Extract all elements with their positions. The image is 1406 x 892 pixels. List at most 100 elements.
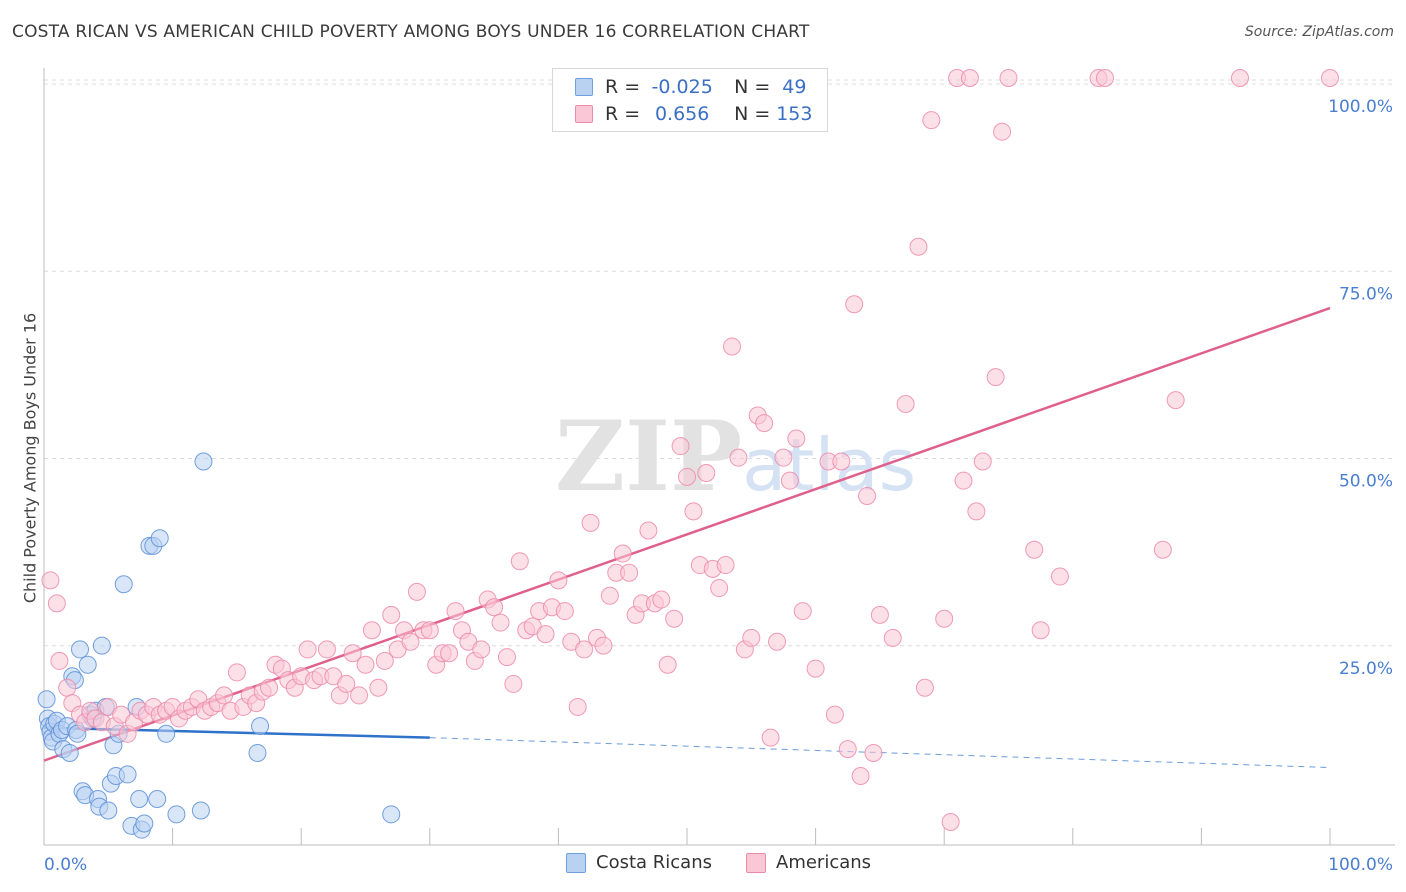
point-americans [870, 605, 889, 624]
legend-n-value: 153 [776, 103, 813, 125]
point-costa-ricans [114, 575, 133, 594]
point-americans [440, 644, 459, 663]
point-americans [510, 552, 529, 571]
point-americans [665, 609, 684, 628]
point-americans [600, 586, 619, 605]
point-americans [581, 513, 600, 532]
point-americans [806, 659, 825, 678]
correlation-legend: R = -0.025 N = 49 R = 0.656 N = 153 [552, 68, 828, 132]
point-americans [832, 452, 851, 471]
point-costa-ricans [71, 640, 90, 659]
point-americans [761, 728, 780, 747]
point-americans [909, 237, 928, 256]
point-costa-ricans [99, 801, 118, 820]
point-americans [999, 69, 1018, 87]
point-americans [350, 686, 369, 705]
point-americans [787, 429, 806, 448]
point-americans [793, 602, 812, 621]
point-americans [780, 471, 799, 490]
point-americans [710, 579, 729, 598]
point-americans [356, 655, 375, 674]
legend-r-label: R = [605, 76, 641, 98]
point-americans [420, 621, 439, 640]
point-costa-ricans [135, 814, 154, 833]
legend-item-americans: Americans [746, 852, 871, 873]
point-americans [568, 697, 587, 716]
point-americans [678, 467, 696, 486]
point-americans [472, 640, 491, 659]
point-costa-ricans [167, 805, 186, 824]
point-costa-ricans [382, 805, 401, 824]
legend-swatch-americans [575, 105, 593, 123]
point-americans [922, 111, 941, 130]
point-americans [723, 337, 742, 356]
point-costa-ricans [191, 801, 210, 820]
legend-row-americans: R = 0.656 N = 153 [553, 101, 818, 127]
point-costa-ricans [130, 789, 149, 808]
legend-n-label: N = [734, 103, 771, 125]
point-americans [41, 571, 60, 590]
point-americans [838, 740, 857, 759]
point-americans [768, 632, 787, 651]
legend-label-americans: Americans [776, 852, 872, 873]
point-americans [362, 621, 381, 640]
point-americans [401, 632, 420, 651]
point-costa-ricans [148, 789, 167, 808]
point-americans [883, 628, 902, 647]
trend-line-costa-ricans-extension [429, 737, 1331, 769]
legend-r-value: -0.025 [651, 76, 713, 98]
y-tick-label: 50.0% [1339, 472, 1393, 492]
legend-n-value: 49 [782, 76, 807, 98]
point-americans [658, 655, 677, 674]
point-americans [954, 471, 973, 490]
legend-swatch-americans [746, 852, 766, 873]
point-americans [298, 640, 317, 659]
point-americans [742, 628, 761, 647]
point-americans [1050, 567, 1069, 586]
legend-swatch-costa-ricans [575, 78, 593, 96]
point-americans [375, 651, 394, 670]
point-americans [1153, 540, 1172, 559]
legend-item-costa-ricans: Costa Ricans [566, 852, 712, 873]
point-americans [858, 487, 877, 506]
y-tick-label: 100.0% [1328, 97, 1393, 117]
point-americans [50, 651, 69, 670]
point-americans [337, 674, 356, 693]
point-americans [684, 502, 703, 521]
tick-labels: 25.0% 50.0% 75.0% 100.0% 0.0% 100.0% [44, 97, 1393, 875]
point-costa-ricans [157, 724, 176, 743]
point-costa-ricans [194, 452, 213, 471]
point-americans [215, 686, 234, 705]
legend-r-label: R = [605, 103, 641, 125]
point-americans [716, 556, 735, 575]
x-tick-label: 100.0% [1328, 855, 1393, 875]
legend-n-label: N = [734, 76, 771, 98]
point-americans [227, 663, 246, 682]
trend-line-americans [43, 306, 1331, 762]
data-points [37, 69, 1339, 839]
trend-lines [43, 306, 1331, 769]
point-americans [915, 678, 934, 697]
point-costa-ricans [251, 717, 270, 736]
point-americans [58, 678, 77, 697]
point-americans [575, 640, 594, 659]
point-americans [935, 609, 954, 628]
point-costa-ricans [78, 655, 97, 674]
point-americans [555, 602, 574, 621]
point-americans [652, 590, 671, 609]
point-americans [973, 452, 992, 471]
point-americans [382, 605, 401, 624]
point-americans [755, 414, 774, 433]
legend-swatch-costa-ricans [566, 852, 586, 873]
point-americans [369, 678, 388, 697]
point-americans [549, 571, 568, 590]
source-label: Source: ZipAtlas.com [1244, 24, 1394, 40]
point-americans [491, 613, 510, 632]
point-americans [941, 812, 960, 831]
point-costa-ricans [248, 743, 267, 762]
point-americans [774, 448, 793, 467]
point-americans [1230, 69, 1249, 87]
point-americans [967, 502, 986, 521]
point-costa-ricans [92, 636, 111, 655]
